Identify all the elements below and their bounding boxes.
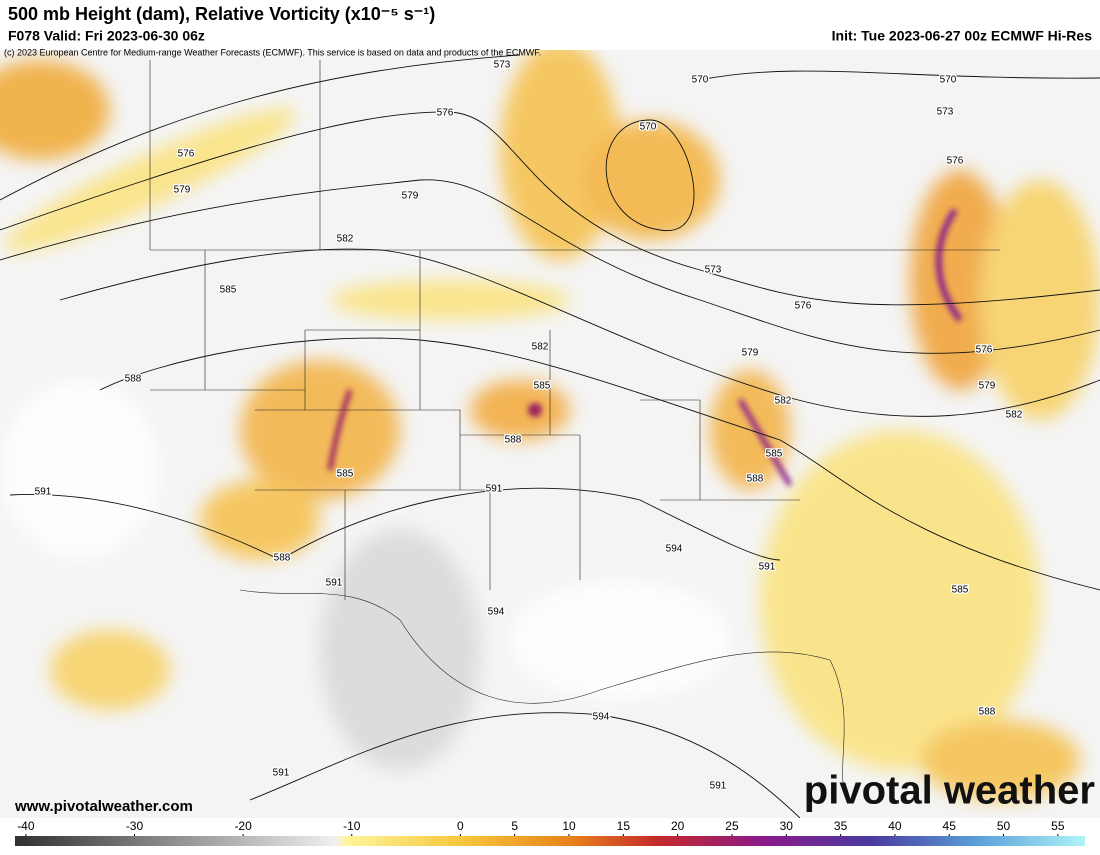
contour-label: 585: [952, 585, 969, 596]
contour-label: 579: [402, 191, 419, 202]
contour-label: 588: [979, 707, 996, 718]
colorbar: [15, 836, 1085, 846]
valid-time: F078 Valid: Fri 2023-06-30 06z: [8, 28, 205, 44]
contour-label: 576: [795, 301, 812, 312]
contour-label: 570: [940, 75, 957, 86]
contour-label: 582: [1006, 410, 1023, 421]
contour-label: 591: [710, 781, 727, 792]
map-title: 500 mb Height (dam), Relative Vorticity …: [8, 4, 435, 24]
map-field: [0, 50, 1100, 818]
contour-label: 582: [775, 396, 792, 407]
contour-label: 585: [534, 381, 551, 392]
contour-label: 591: [486, 484, 503, 495]
colorbar-tick-label: 5: [511, 819, 518, 833]
contour-label: 588: [125, 374, 142, 385]
colorbar-tick-label: 40: [888, 819, 902, 833]
contour-label: 588: [274, 553, 291, 564]
contour-label: 594: [488, 607, 505, 618]
contour-label: 579: [174, 185, 191, 196]
colorbar-tick-label: 10: [562, 819, 576, 833]
contour-label: 591: [273, 768, 290, 779]
contour-label: 588: [505, 435, 522, 446]
contour-label: 576: [178, 149, 195, 160]
website: www.pivotalweather.com: [14, 798, 193, 815]
contour-label: 573: [494, 60, 511, 71]
colorbar-tick-label: -40: [17, 819, 35, 833]
contour-label: 591: [35, 487, 52, 498]
contour-label: 582: [532, 342, 549, 353]
init-time: Init: Tue 2023-06-27 00z ECMWF Hi-Res: [832, 28, 1093, 44]
contour-label: 591: [326, 578, 343, 589]
copyright: (c) 2023 European Centre for Medium-rang…: [4, 47, 541, 57]
contour-label: 588: [747, 474, 764, 485]
contour-label: 594: [593, 712, 610, 723]
borders: [149, 60, 1000, 801]
contour-label: 570: [692, 75, 709, 86]
contour-label: 579: [742, 348, 759, 359]
contour-label: 576: [437, 108, 454, 119]
colorbar-tick-label: 45: [943, 819, 957, 833]
colorbar-tick-label: 25: [725, 819, 739, 833]
colorbar-tick-label: 0: [457, 819, 464, 833]
colorbar-tick-label: -20: [234, 819, 252, 833]
colorbar-tick-label: -30: [126, 819, 144, 833]
colorbar-tick-label: 50: [997, 819, 1011, 833]
contour-label: 591: [759, 562, 776, 573]
colorbar-tick-label: 15: [617, 819, 631, 833]
colorbar-tick-label: 30: [780, 819, 794, 833]
colorbar-tick-label: -10: [343, 819, 361, 833]
contour-label: 585: [337, 469, 354, 480]
contour-label: 582: [337, 234, 354, 245]
height-contours: [0, 54, 1100, 818]
colorbar-tick-label: 35: [834, 819, 848, 833]
contour-label: 579: [979, 381, 996, 392]
contour-label: 573: [937, 107, 954, 118]
contour-label: 576: [976, 345, 993, 356]
contour-label: 585: [220, 285, 237, 296]
colorbar-tick-label: 55: [1051, 819, 1065, 833]
logo: pivotal weather: [804, 769, 1095, 813]
contour-label: 585: [766, 449, 783, 460]
contour-label: 570: [640, 122, 657, 133]
contour-label: 576: [947, 156, 964, 167]
contour-label: 594: [666, 544, 683, 555]
colorbar-tick-label: 20: [671, 819, 685, 833]
contour-label: 573: [705, 265, 722, 276]
